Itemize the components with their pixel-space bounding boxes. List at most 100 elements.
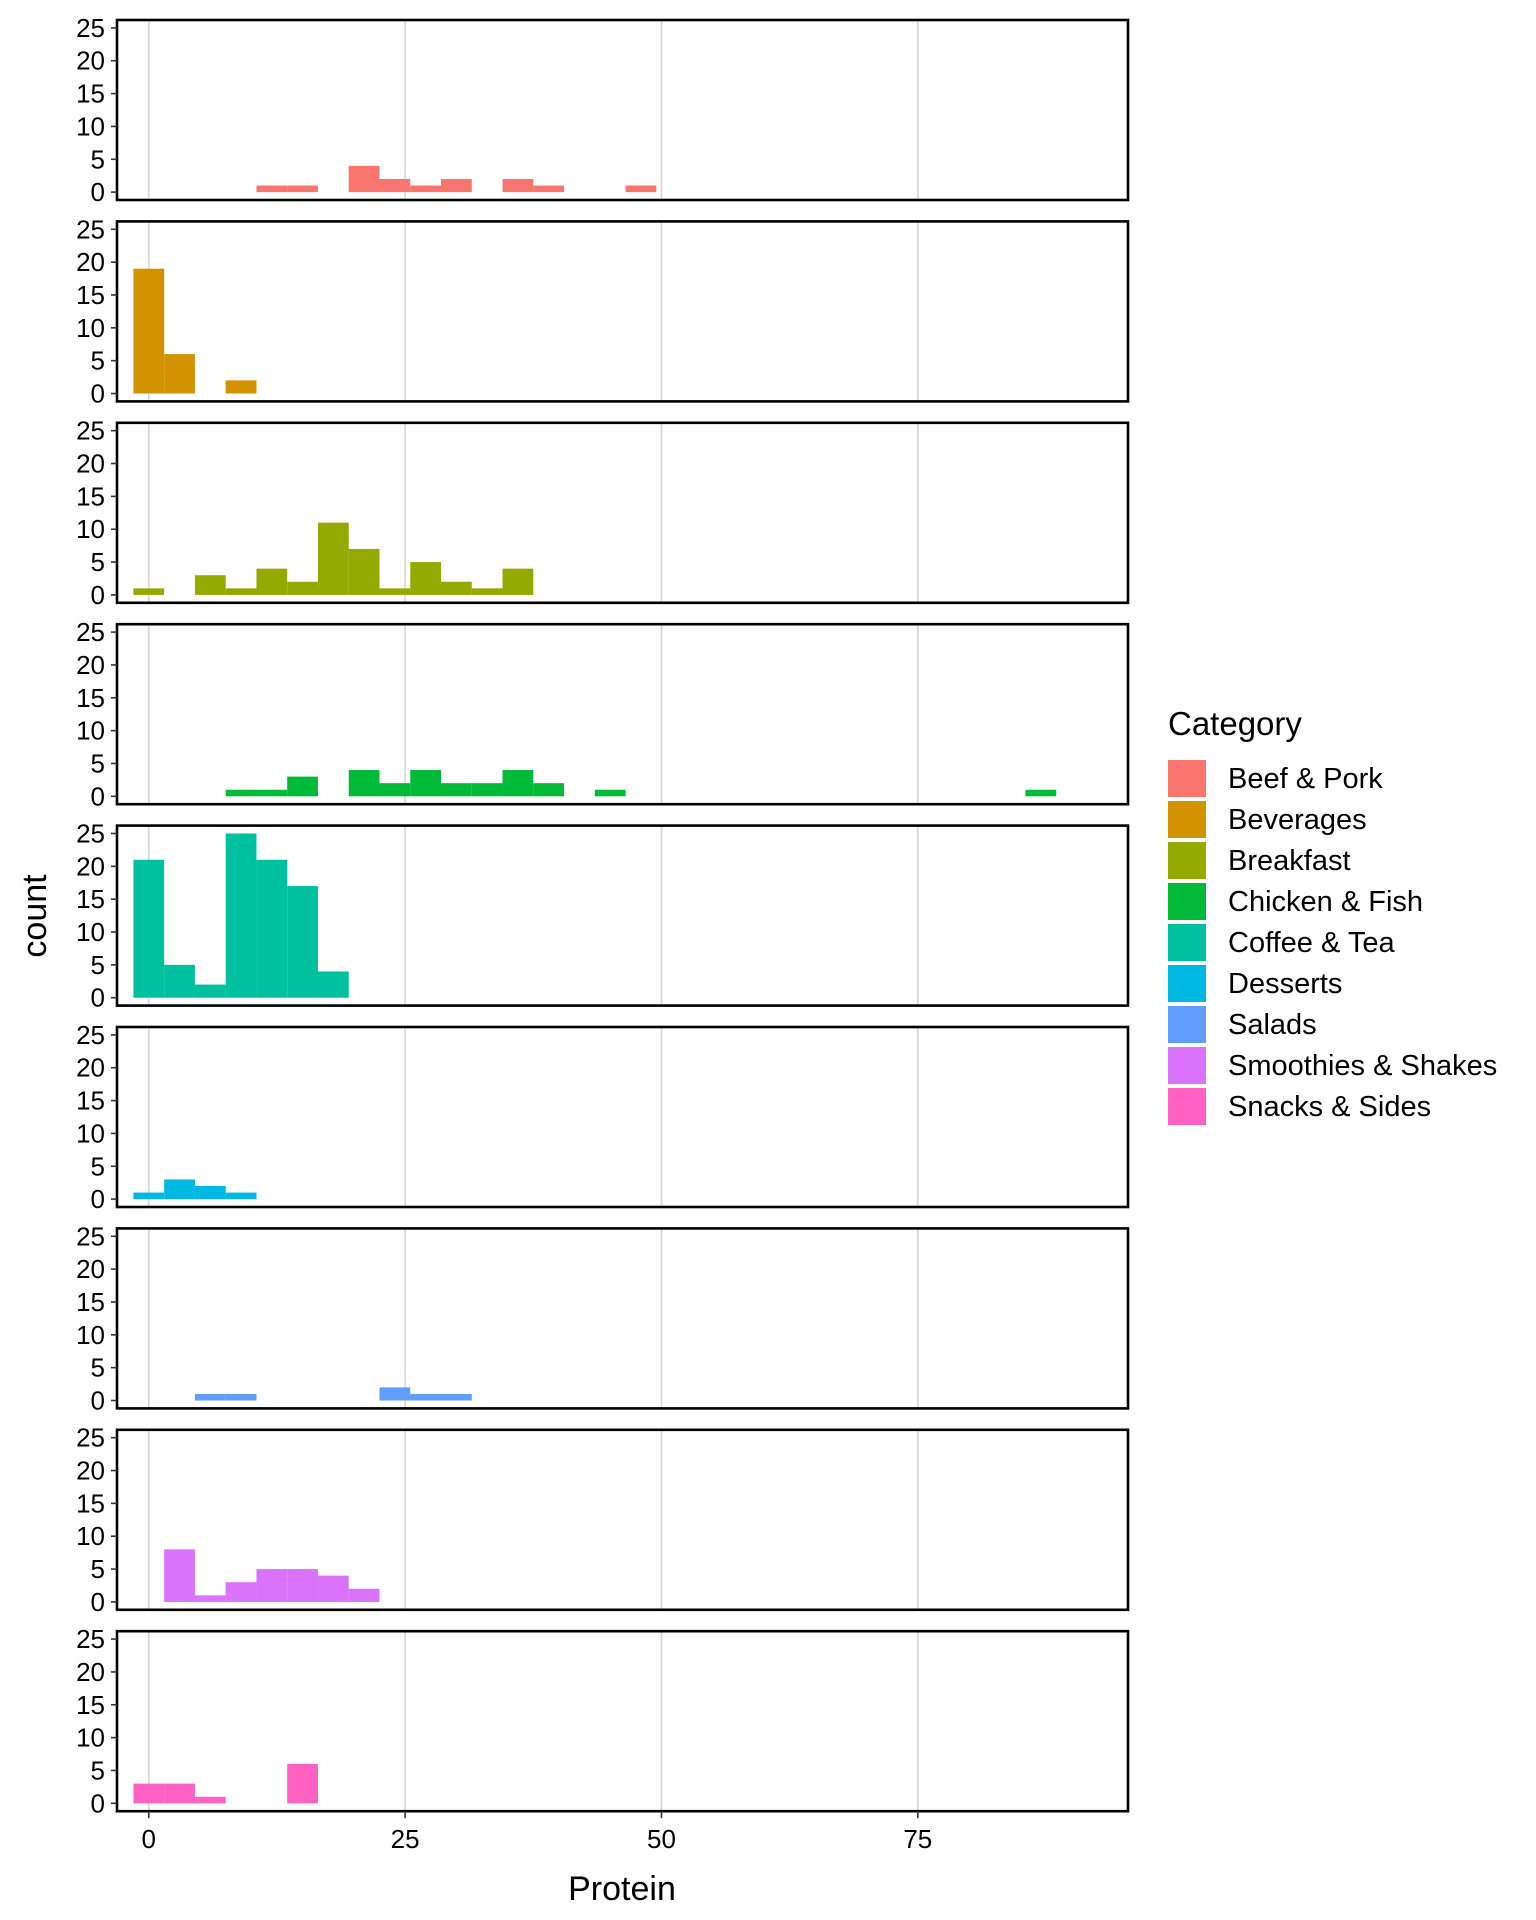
y-tick-label: 20 <box>76 1053 105 1083</box>
y-tick-label: 0 <box>91 379 105 409</box>
histogram-bar <box>348 165 380 193</box>
legend-item: Beef & Pork <box>1168 760 1383 797</box>
histogram-bar <box>379 783 411 797</box>
x-axis-title: Protein <box>568 1870 676 1908</box>
legend-label: Smoothies & Shakes <box>1228 1050 1497 1082</box>
x-tick-label: 0 <box>142 1824 156 1854</box>
x-tick-label: 75 <box>903 1824 932 1854</box>
y-tick-label: 10 <box>76 1521 105 1551</box>
y-tick-label: 5 <box>91 1554 105 1584</box>
histogram-bar <box>379 1387 411 1401</box>
y-tick-label: 0 <box>91 1788 105 1818</box>
histogram-bar <box>256 185 288 193</box>
x-tick-label: 25 <box>391 1824 420 1854</box>
y-tick-label: 25 <box>76 1624 105 1654</box>
y-tick-label: 20 <box>76 1254 105 1284</box>
histogram-bar <box>287 581 318 595</box>
legend-item: Desserts <box>1168 965 1342 1002</box>
histogram-bar <box>379 178 411 193</box>
panel-border <box>115 18 1130 202</box>
legend-swatch <box>1168 1047 1206 1084</box>
histogram-bar <box>502 568 534 595</box>
y-tick-label: 20 <box>76 247 105 277</box>
histogram-bar <box>194 1393 226 1401</box>
panel-border <box>115 1629 1130 1813</box>
histogram-bar <box>410 185 442 193</box>
legend-swatch <box>1168 965 1206 1002</box>
histogram-bar <box>441 581 472 595</box>
histogram-bar <box>194 1796 226 1804</box>
y-tick-label: 10 <box>76 111 105 141</box>
histogram-bar <box>225 380 257 394</box>
legend-swatch <box>1168 1088 1206 1125</box>
y-tick-label: 5 <box>91 1755 105 1785</box>
histogram-bar <box>287 886 318 998</box>
y-tick-label: 10 <box>76 917 105 947</box>
histogram-bar <box>256 859 288 998</box>
histogram-bar <box>471 588 503 595</box>
y-tick-label: 25 <box>76 818 105 848</box>
y-tick-label: 10 <box>76 313 105 343</box>
histogram-bar <box>317 1575 349 1602</box>
histogram-bar <box>594 789 626 797</box>
legend-swatch <box>1168 842 1206 879</box>
histogram-bar <box>225 1393 257 1401</box>
y-tick-label: 5 <box>91 950 105 980</box>
histogram-bar <box>471 783 503 797</box>
y-tick-label: 15 <box>76 1690 105 1720</box>
panel-border <box>115 824 1130 1007</box>
y-tick-label: 15 <box>76 884 105 914</box>
x-axis: 0 25 50 75 <box>142 1811 932 1854</box>
y-tick-label: 25 <box>76 416 105 446</box>
legend-item: Coffee & Tea <box>1168 924 1395 961</box>
histogram-bar <box>225 833 257 998</box>
histogram-bar <box>348 548 380 595</box>
y-tick-label: 20 <box>76 1657 105 1687</box>
histogram-bar <box>410 770 442 797</box>
facet-panels: 0510152025051015202505101520250510152025… <box>76 13 1130 1818</box>
histogram-bar <box>133 1783 165 1804</box>
histogram-bar <box>164 964 195 998</box>
histogram-bar <box>164 1783 195 1804</box>
y-tick-label: 15 <box>76 1488 105 1518</box>
histogram-bar <box>379 588 411 595</box>
histogram-bar <box>533 185 565 193</box>
legend-label: Salads <box>1228 1009 1317 1041</box>
histogram-bar <box>194 984 226 998</box>
y-tick-label: 0 <box>91 983 105 1013</box>
legend-item: Beverages <box>1168 801 1367 838</box>
histogram-bar <box>164 354 195 394</box>
legend-item: Snacks & Sides <box>1168 1088 1431 1125</box>
y-axis-title: count <box>16 874 54 958</box>
panel-border <box>115 220 1130 403</box>
histogram-bar <box>225 1582 257 1602</box>
histogram-bar <box>410 1393 442 1401</box>
y-tick-label: 10 <box>76 716 105 746</box>
legend-item: Salads <box>1168 1006 1317 1043</box>
legend-label: Chicken & Fish <box>1228 886 1423 918</box>
y-tick-label: 10 <box>76 1118 105 1148</box>
y-tick-label: 25 <box>76 1221 105 1251</box>
histogram-bar <box>287 776 318 797</box>
y-tick-label: 0 <box>91 1184 105 1214</box>
histogram-bar <box>441 178 472 193</box>
histogram-bar <box>287 1763 318 1804</box>
y-tick-label: 20 <box>76 46 105 76</box>
y-tick-label: 15 <box>76 683 105 713</box>
histogram-bar <box>348 770 380 797</box>
legend-label: Breakfast <box>1228 845 1351 877</box>
histogram-bar <box>441 783 472 797</box>
histogram-bar <box>287 1569 318 1602</box>
histogram-bar <box>164 1549 195 1602</box>
legend-label: Snacks & Sides <box>1228 1091 1431 1123</box>
y-tick-label: 25 <box>76 13 105 43</box>
histogram-bar <box>256 789 288 797</box>
histogram-bar <box>317 971 349 998</box>
y-tick-label: 5 <box>91 748 105 778</box>
y-tick-label: 15 <box>76 280 105 310</box>
y-tick-label: 10 <box>76 514 105 544</box>
